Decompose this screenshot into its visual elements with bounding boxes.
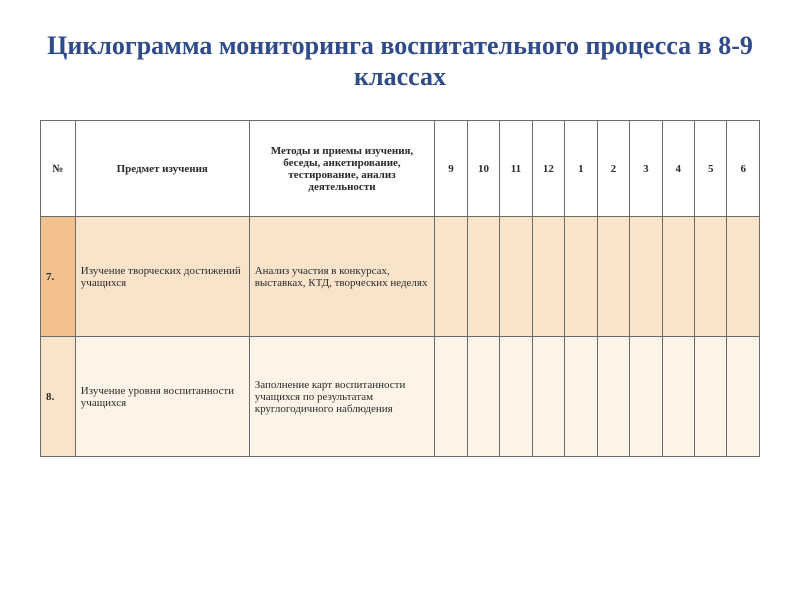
header-month-7: 4	[662, 121, 694, 217]
header-month-3: 12	[532, 121, 564, 217]
header-num: №	[41, 121, 76, 217]
row-month-cell	[500, 217, 532, 337]
table-row: 8. Изучение уровня воспитанности учащихс…	[41, 337, 760, 457]
header-month-0: 9	[435, 121, 467, 217]
row-month-cell	[532, 337, 564, 457]
table-row: 7. Изучение творческих достижений учащих…	[41, 217, 760, 337]
row-month-cell	[695, 217, 727, 337]
row-methods: Заполнение карт воспитанности учащихся п…	[249, 337, 435, 457]
header-month-9: 6	[727, 121, 760, 217]
row-month-cell	[630, 217, 662, 337]
row-month-cell	[695, 337, 727, 457]
header-month-1: 10	[467, 121, 499, 217]
row-month-cell	[565, 217, 597, 337]
row-month-cell	[467, 217, 499, 337]
header-month-8: 5	[695, 121, 727, 217]
row-month-cell	[467, 337, 499, 457]
header-month-4: 1	[565, 121, 597, 217]
monitoring-table: № Предмет изучения Методы и приемы изуче…	[40, 120, 760, 457]
row-num: 7.	[41, 217, 76, 337]
row-month-cell	[597, 217, 629, 337]
row-methods: Анализ участия в конкурсах, выставках, К…	[249, 217, 435, 337]
row-month-cell	[662, 337, 694, 457]
header-subject: Предмет изучения	[75, 121, 249, 217]
row-subject: Изучение творческих достижений учащихся	[75, 217, 249, 337]
slide-title: Циклограмма мониторинга воспитательного …	[40, 30, 760, 92]
slide: Циклограмма мониторинга воспитательного …	[0, 0, 800, 600]
header-methods: Методы и приемы изучения, беседы, анкети…	[249, 121, 435, 217]
header-month-2: 11	[500, 121, 532, 217]
header-month-6: 3	[630, 121, 662, 217]
row-month-cell	[435, 337, 467, 457]
row-month-cell	[500, 337, 532, 457]
row-month-cell	[662, 217, 694, 337]
table-header-row: № Предмет изучения Методы и приемы изуче…	[41, 121, 760, 217]
row-subject: Изучение уровня воспитанности учащихся	[75, 337, 249, 457]
row-month-cell	[435, 217, 467, 337]
header-month-5: 2	[597, 121, 629, 217]
row-month-cell	[565, 337, 597, 457]
row-month-cell	[532, 217, 564, 337]
row-month-cell	[727, 337, 760, 457]
row-month-cell	[597, 337, 629, 457]
row-num: 8.	[41, 337, 76, 457]
row-month-cell	[727, 217, 760, 337]
row-month-cell	[630, 337, 662, 457]
